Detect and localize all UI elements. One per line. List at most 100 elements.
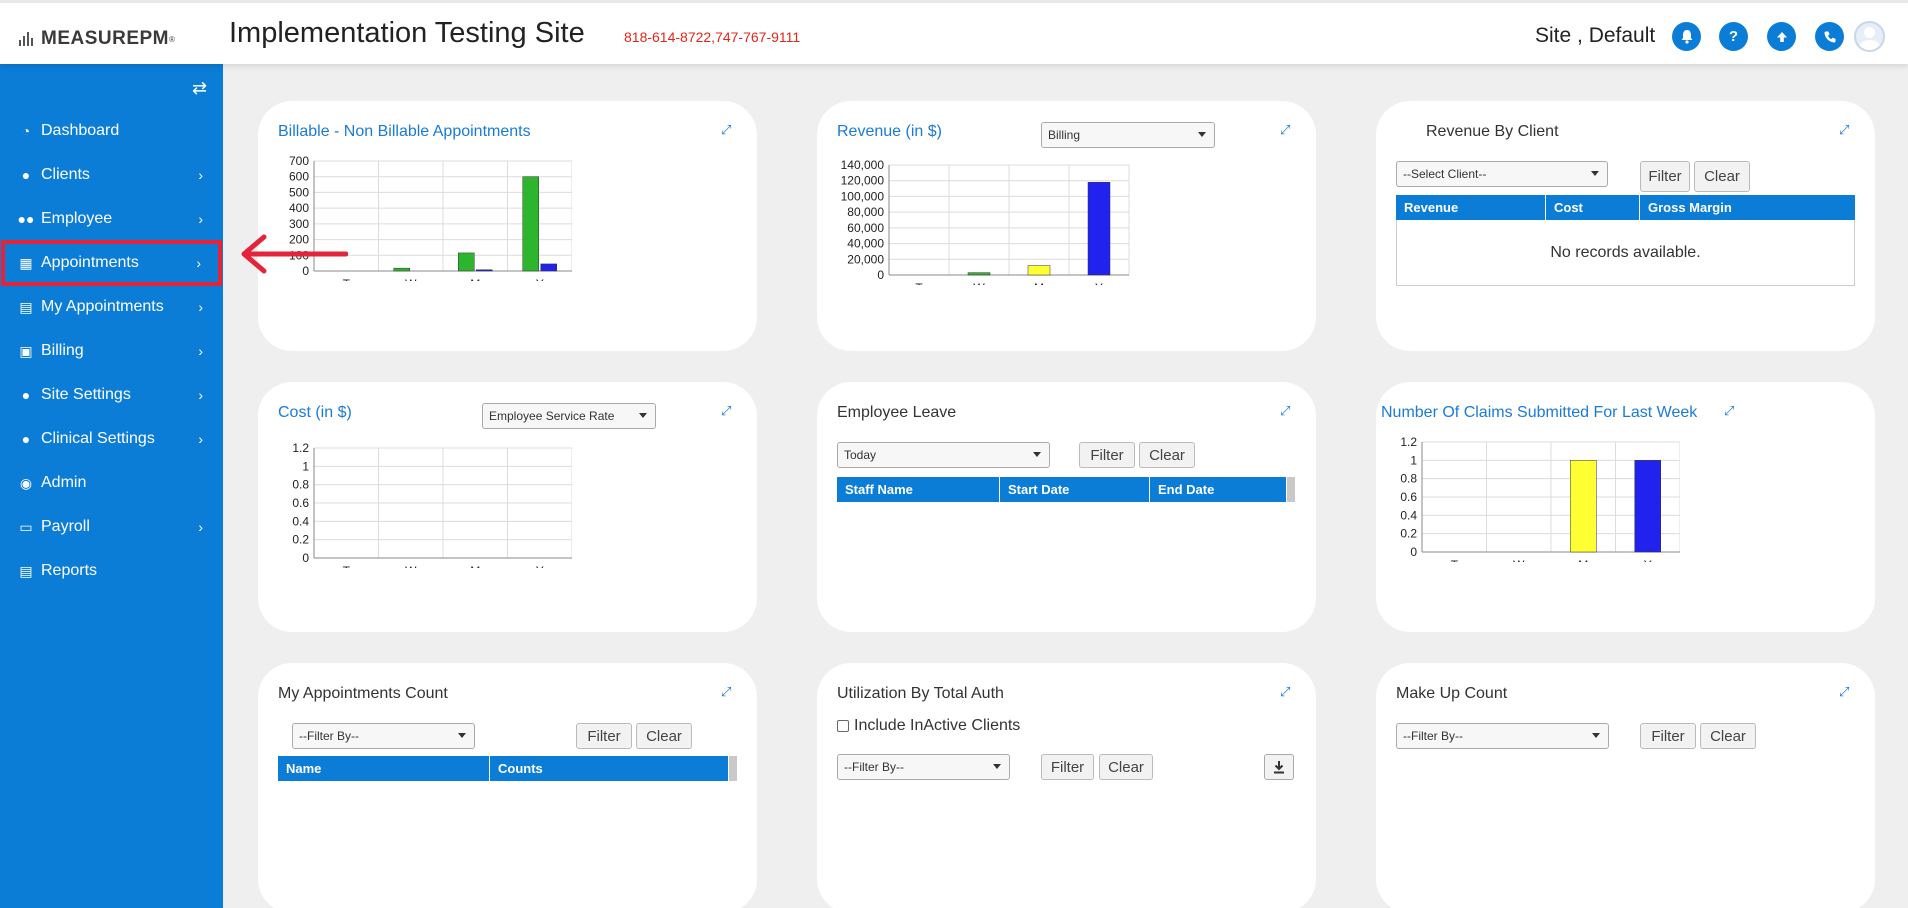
x-tick-label: T <box>343 564 351 568</box>
clear-button[interactable]: Clear <box>1700 723 1756 749</box>
logo-text: MEASUREPM <box>41 28 170 49</box>
card-title: Employee Leave <box>837 404 957 421</box>
revenue-type-select[interactable]: Billing <box>1041 122 1215 148</box>
sidebar-item-billing[interactable]: ▣ Billing › <box>0 329 223 373</box>
caret-down-icon <box>1198 132 1206 137</box>
column-header-cost[interactable]: Cost <box>1546 195 1640 220</box>
employee-leave-card: Employee Leave ⤢ Today Filter Clear Staf… <box>817 382 1316 632</box>
expand-icon[interactable]: ⤢ <box>1724 403 1735 418</box>
money-icon: ▣ <box>19 342 33 359</box>
sidebar-item-label: Reports <box>41 562 98 579</box>
sidebar-item-my-appointments[interactable]: ▤ My Appointments › <box>0 285 223 329</box>
filter-button[interactable]: Filter <box>1640 723 1696 749</box>
client-select[interactable]: --Select Client-- <box>1396 161 1608 187</box>
y-tick-label: 120,000 <box>841 174 885 188</box>
expand-icon[interactable]: ⤢ <box>1280 684 1291 699</box>
user-avatar-icon[interactable] <box>1854 21 1885 52</box>
include-inactive-checkbox[interactable]: Include InActive Clients <box>837 717 1020 735</box>
clear-button[interactable]: Clear <box>636 723 692 749</box>
column-header-name[interactable]: Name <box>278 756 490 781</box>
chevron-right-icon: › <box>198 387 203 403</box>
select-value: Today <box>844 448 877 462</box>
caret-down-icon <box>639 413 647 418</box>
leave-period-select[interactable]: Today <box>837 442 1050 468</box>
y-tick-label: 0.4 <box>292 514 309 528</box>
make-up-filter-select[interactable]: --Filter By-- <box>1396 723 1609 749</box>
checkbox-box[interactable] <box>837 720 849 732</box>
revenue-card: Revenue (in $) Billing ⤢ 0 20,000 40,000 60… <box>817 101 1316 351</box>
sidebar-item-site-settings[interactable]: ● Site Settings › <box>0 373 223 417</box>
filter-button[interactable]: Filter <box>1640 161 1690 192</box>
phone-icon[interactable] <box>1815 22 1844 51</box>
y-tick-label: 200 <box>289 233 309 247</box>
sidebar-item-label: Appointments <box>41 254 139 271</box>
expand-icon[interactable]: ⤢ <box>1280 403 1291 418</box>
clear-button[interactable]: Clear <box>1694 161 1750 192</box>
sidebar-item-employee[interactable]: ●● Employee › <box>0 197 223 241</box>
sidebar-item-reports[interactable]: ▤ Reports <box>0 549 223 593</box>
card-title: My Appointments Count <box>278 685 448 702</box>
column-header-start-date[interactable]: Start Date <box>1000 477 1150 502</box>
card-title: Cost (in $) <box>278 404 352 421</box>
sidebar-item-clinical-settings[interactable]: ● Clinical Settings › <box>0 417 223 461</box>
expand-icon[interactable]: ⤢ <box>1839 684 1850 699</box>
card-title: Billable - Non Billable Appointments <box>278 123 531 140</box>
sidebar-item-label: My Appointments <box>41 298 164 315</box>
clear-button[interactable]: Clear <box>1139 442 1195 468</box>
sidebar-item-payroll[interactable]: ▭ Payroll › <box>0 505 223 549</box>
measurepm-logo[interactable]: MEASUREPM ® <box>18 25 175 53</box>
sidebar-item-label: Dashboard <box>41 122 120 139</box>
sidebar-item-label: Billing <box>41 342 84 359</box>
select-value: Billing <box>1048 128 1081 142</box>
sidebar: ⇄ ◔ Dashboard ● Clients › ●● Employee › … <box>0 64 223 908</box>
grid-scrollbar[interactable] <box>729 756 737 781</box>
download-icon[interactable] <box>1264 754 1294 780</box>
utilization-filter-select[interactable]: --Filter By-- <box>837 754 1010 780</box>
sidebar-item-appointments[interactable]: ▦ Appointments › <box>1 240 222 286</box>
expand-icon[interactable]: ⤢ <box>721 122 732 137</box>
bar <box>967 272 991 276</box>
card-title: Revenue By Client <box>1426 123 1559 140</box>
x-tick-label: Y <box>536 277 544 281</box>
chevron-right-icon: › <box>198 343 203 359</box>
x-tick-label: W <box>405 564 417 568</box>
column-header-counts[interactable]: Counts <box>490 756 729 781</box>
sidebar-item-label: Employee <box>41 210 113 227</box>
expand-icon[interactable]: ⤢ <box>721 684 732 699</box>
y-tick-label: 700 <box>289 154 309 168</box>
cost-rate-select[interactable]: Employee Service Rate <box>482 403 656 429</box>
upload-icon[interactable] <box>1767 22 1796 51</box>
bar <box>393 267 410 272</box>
select-value: Employee Service Rate <box>489 409 615 423</box>
sidebar-toggle-icon[interactable]: ⇄ <box>192 78 208 98</box>
filter-button[interactable]: Filter <box>1079 442 1135 468</box>
column-header-staff-name[interactable]: Staff Name <box>837 477 1000 502</box>
sidebar-item-dashboard[interactable]: ◔ Dashboard <box>0 109 223 153</box>
column-header-gross-margin[interactable]: Gross Margin <box>1648 200 1732 215</box>
column-header-revenue[interactable]: Revenue <box>1396 195 1546 220</box>
y-tick-label: 20,000 <box>847 252 884 266</box>
x-tick-label: T <box>915 281 923 285</box>
column-header-end-date[interactable]: End Date <box>1150 477 1287 502</box>
expand-icon[interactable]: ⤢ <box>1839 122 1850 137</box>
cost-card: Cost (in $) Employee Service Rate ⤢ 0 0.2… <box>258 382 757 632</box>
filter-button[interactable]: Filter <box>1041 754 1094 780</box>
y-tick-label: 0.6 <box>292 496 309 510</box>
sidebar-item-clients[interactable]: ● Clients › <box>0 153 223 197</box>
filter-button[interactable]: Filter <box>576 723 632 749</box>
expand-icon[interactable]: ⤢ <box>1280 122 1291 137</box>
caret-down-icon <box>1592 733 1600 738</box>
clear-button[interactable]: Clear <box>1099 754 1153 780</box>
grid-scrollbar[interactable] <box>1287 477 1295 502</box>
user-icon: ● <box>21 167 31 183</box>
x-tick-label: M <box>1034 281 1044 285</box>
bar <box>476 269 493 272</box>
y-tick-label: 40,000 <box>847 237 884 251</box>
y-tick-label: 0 <box>877 268 884 282</box>
bell-icon[interactable] <box>1672 22 1701 51</box>
expand-icon[interactable]: ⤢ <box>721 403 732 418</box>
sidebar-item-admin[interactable]: ◉ Admin <box>0 461 223 505</box>
help-icon[interactable]: ? <box>1719 22 1748 51</box>
y-tick-label: 60,000 <box>847 221 884 235</box>
appointments-filter-select[interactable]: --Filter By-- <box>292 723 475 749</box>
